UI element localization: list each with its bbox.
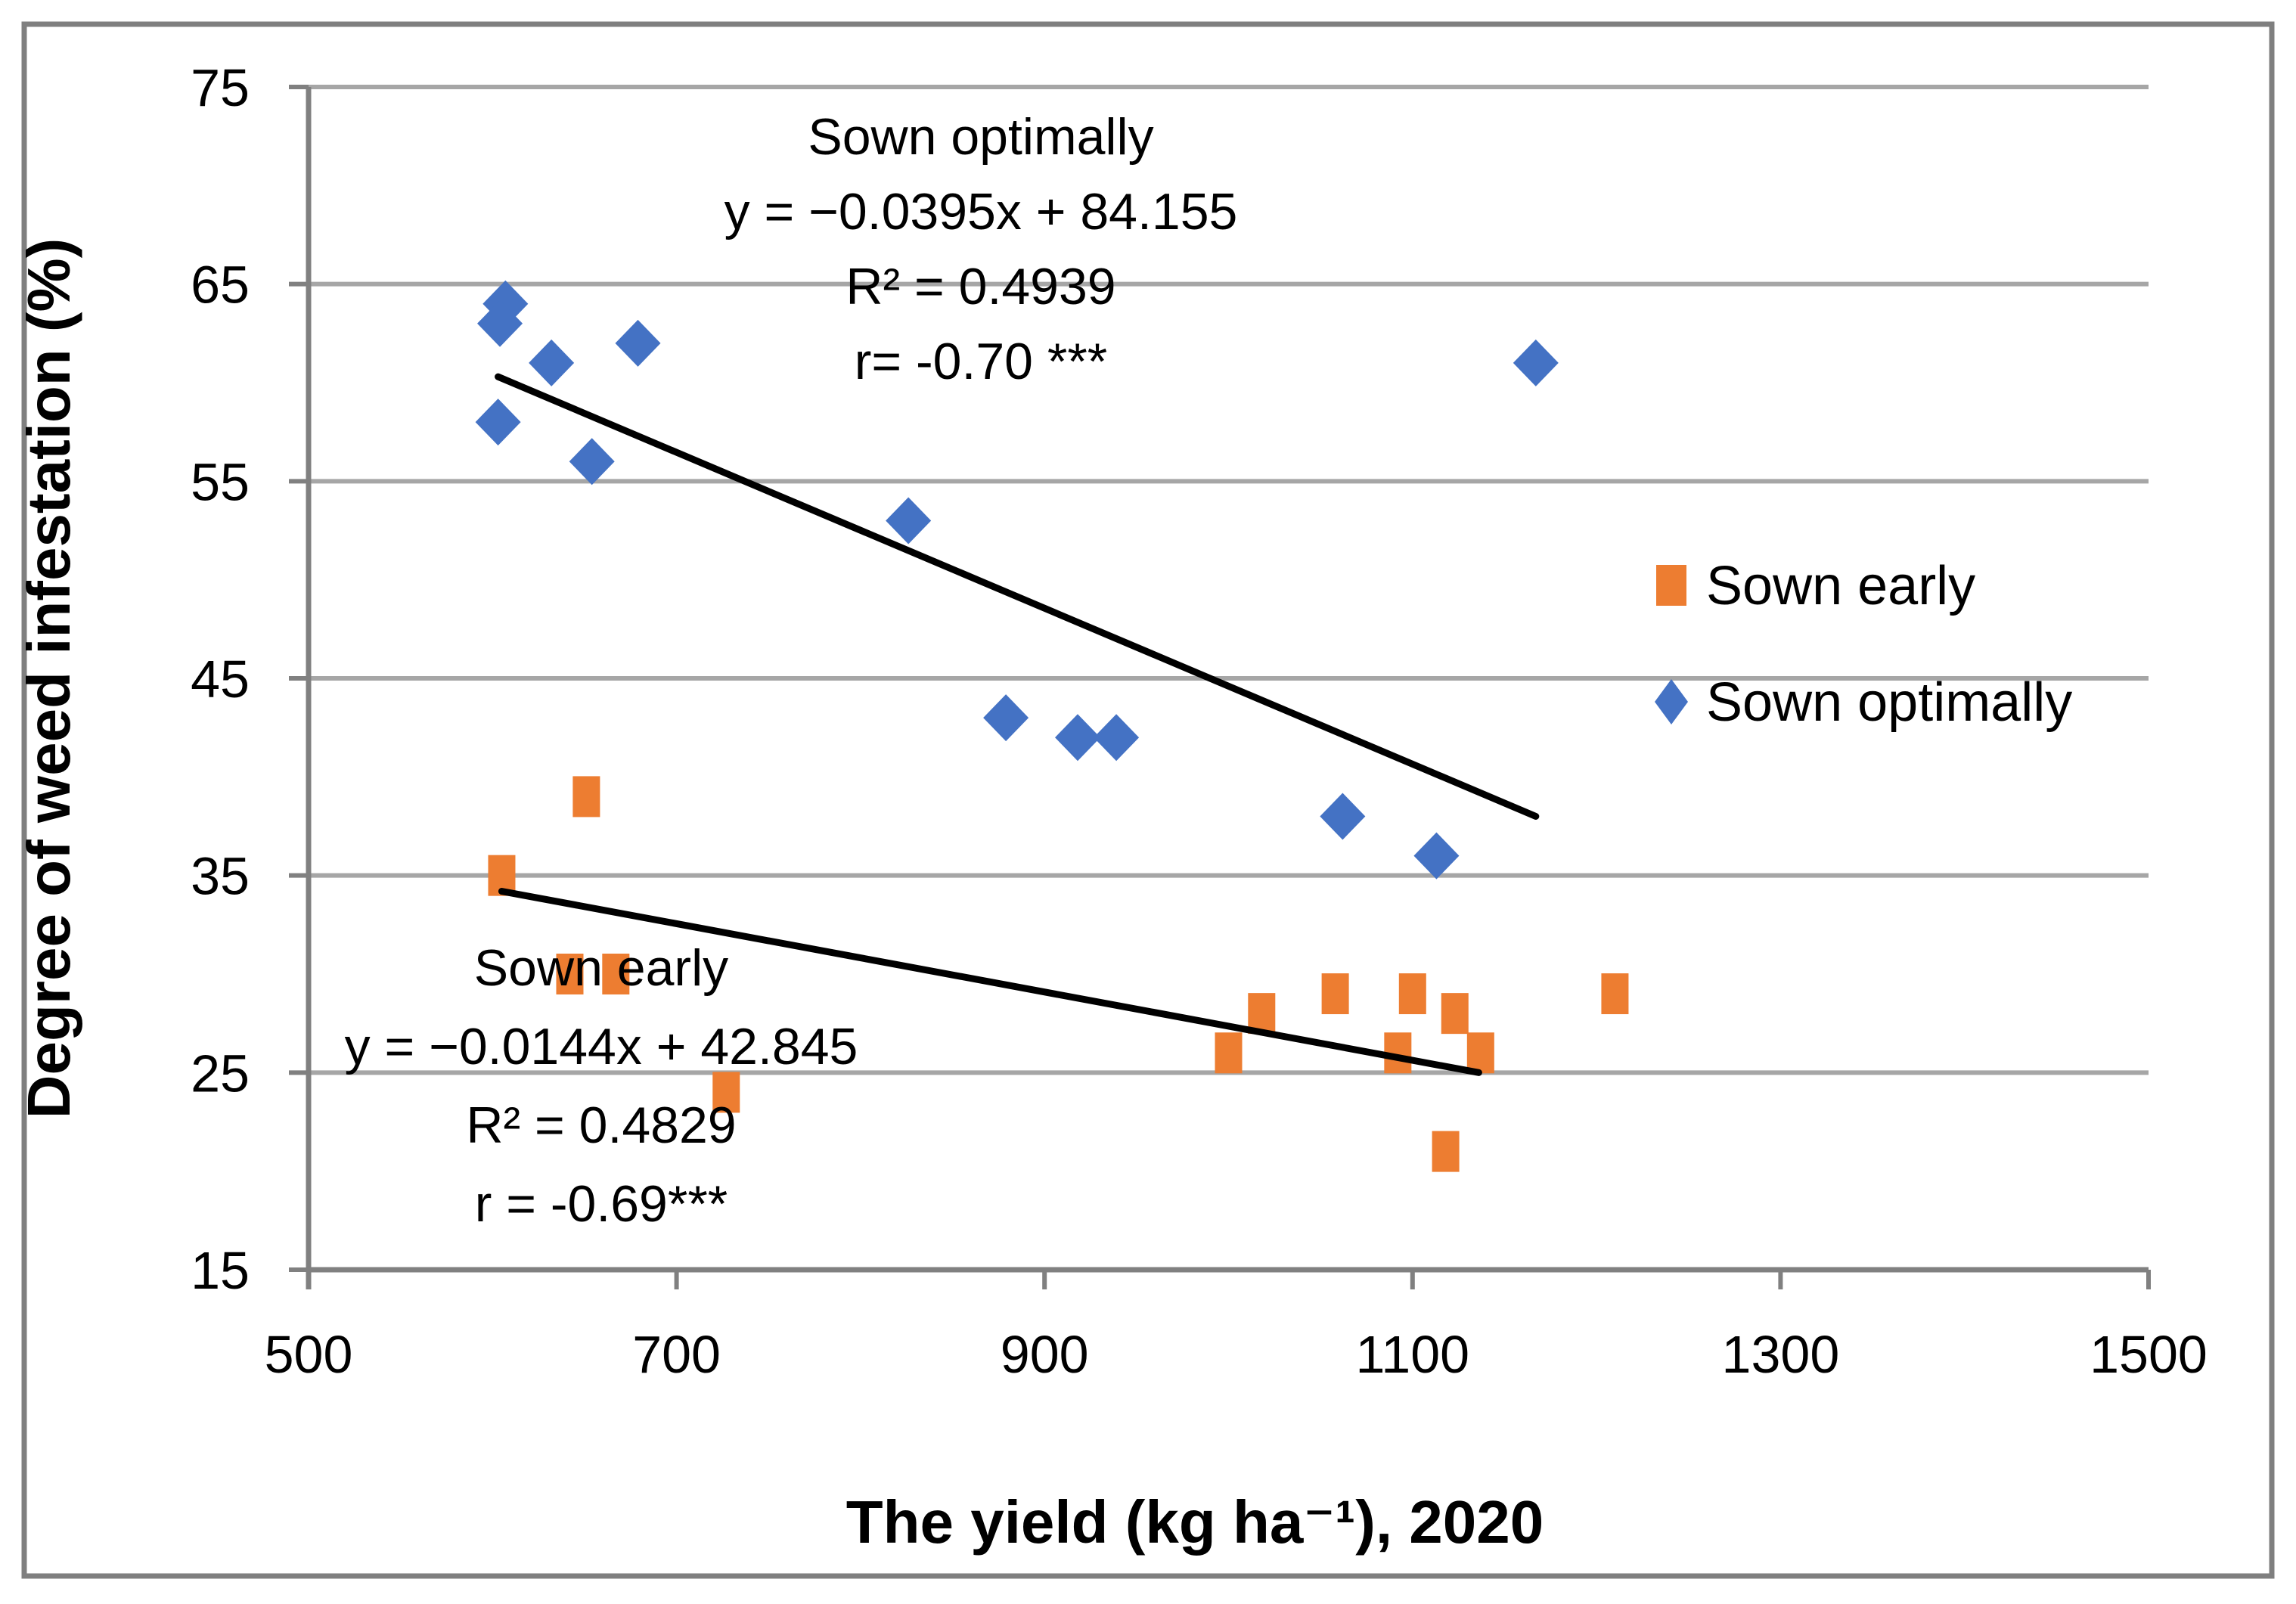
legend-label-sown-early: Sown early bbox=[1706, 556, 1975, 616]
legend-marker-sown-early bbox=[1656, 565, 1686, 606]
trendline-sown-optimally bbox=[495, 373, 1540, 820]
gridlines bbox=[309, 85, 2149, 1075]
x-tick-label: 1100 bbox=[1356, 1325, 1470, 1384]
trendline-sown-early bbox=[498, 888, 1482, 1076]
data-point-sown-early bbox=[1398, 973, 1426, 1015]
x-tick-label: 500 bbox=[265, 1325, 353, 1384]
data-point-sown-early bbox=[556, 954, 584, 994]
y-tick-label: 25 bbox=[191, 1044, 250, 1103]
data-point-sown-optimally bbox=[1094, 714, 1140, 762]
data-points bbox=[475, 280, 1629, 1172]
data-point-sown-optimally bbox=[983, 694, 1029, 742]
y-tick-label: 65 bbox=[191, 256, 250, 315]
annotation-line: y = −0.0395x + 84.155 bbox=[724, 183, 1238, 240]
data-point-sown-early bbox=[712, 1072, 740, 1113]
data-point-sown-optimally bbox=[1513, 339, 1559, 386]
x-tick-label: 700 bbox=[632, 1325, 721, 1384]
y-tick-label: 15 bbox=[191, 1241, 250, 1300]
y-tick-label: 55 bbox=[191, 452, 250, 511]
y-axis-title: Degree of weed infestation (%) bbox=[15, 238, 82, 1119]
data-point-sown-early bbox=[602, 954, 630, 994]
data-point-sown-early bbox=[1248, 993, 1276, 1035]
legend-label-sown-optimally: Sown optimally bbox=[1706, 672, 2072, 733]
axes bbox=[289, 85, 2151, 1289]
annotation-line: R² = 0.4829 bbox=[466, 1097, 736, 1154]
data-point-sown-early bbox=[1441, 993, 1469, 1035]
data-point-sown-optimally bbox=[1320, 793, 1366, 840]
legend-marker-sown-optimally bbox=[1655, 679, 1688, 724]
annotation-line: r = -0.69*** bbox=[475, 1175, 728, 1233]
x-tick-label: 1300 bbox=[1722, 1325, 1840, 1384]
figure-border bbox=[21, 21, 2275, 1579]
data-point-sown-early bbox=[572, 776, 600, 818]
trendlines bbox=[495, 373, 1540, 1076]
annotation-line: y = −0.0144x + 42.845 bbox=[345, 1018, 858, 1075]
annotation-sown-early: Sown early y = −0.0144x + 42.845 R² = 0.… bbox=[345, 939, 858, 1233]
data-point-sown-optimally bbox=[477, 299, 523, 347]
x-tick-label: 1500 bbox=[2090, 1325, 2208, 1384]
x-tick-label: 900 bbox=[1001, 1325, 1089, 1384]
data-point-sown-optimally bbox=[475, 399, 521, 446]
data-point-sown-early bbox=[1432, 1131, 1460, 1172]
annotation-line: Sown early bbox=[474, 939, 728, 997]
data-point-sown-optimally bbox=[569, 438, 615, 486]
data-point-sown-optimally bbox=[615, 319, 661, 367]
legend: Sown early Sown optimally bbox=[1655, 556, 2072, 733]
data-point-sown-optimally bbox=[529, 339, 575, 386]
x-tick-labels: 500 700 900 1100 1300 1500 bbox=[265, 1325, 2208, 1384]
y-tick-label: 35 bbox=[191, 847, 250, 906]
data-point-sown-early bbox=[1601, 973, 1629, 1015]
y-tick-label: 75 bbox=[191, 58, 250, 117]
y-tick-labels: 15 25 35 45 55 65 75 bbox=[191, 58, 250, 1300]
data-point-sown-optimally bbox=[1054, 714, 1100, 762]
annotation-sown-optimally: Sown optimally y = −0.0395x + 84.155 R² … bbox=[724, 108, 1238, 390]
data-point-sown-early bbox=[1215, 1032, 1243, 1074]
data-point-sown-optimally bbox=[1413, 832, 1460, 880]
annotation-line: r= -0.70 *** bbox=[855, 333, 1108, 390]
y-tick-label: 45 bbox=[191, 650, 250, 709]
data-point-sown-early bbox=[1466, 1032, 1494, 1074]
annotation-line: Sown optimally bbox=[808, 108, 1153, 166]
data-point-sown-optimally bbox=[886, 497, 932, 544]
data-point-sown-early bbox=[1321, 973, 1349, 1015]
annotation-line: R² = 0.4939 bbox=[845, 258, 1115, 315]
x-axis-title: The yield (kg ha⁻¹), 2020 bbox=[846, 1488, 1544, 1556]
